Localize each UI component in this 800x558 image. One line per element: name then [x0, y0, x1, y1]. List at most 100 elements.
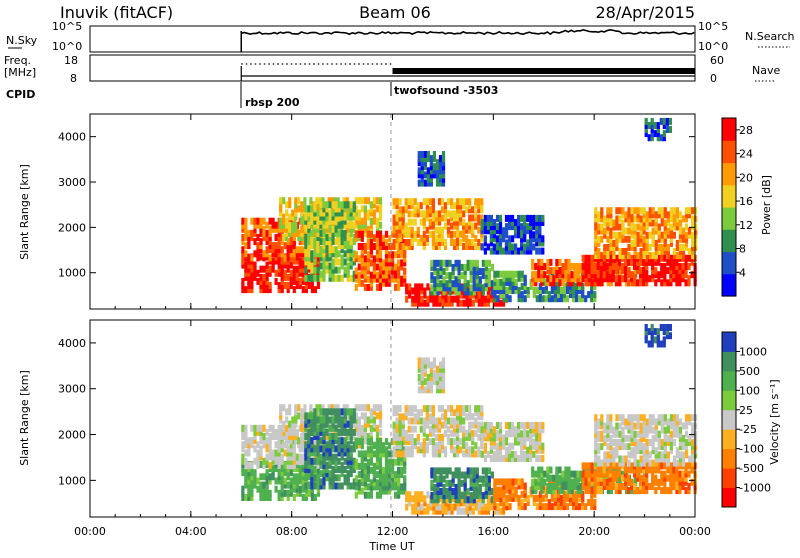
power-cell: [502, 227, 505, 234]
power-cell: [394, 264, 397, 271]
velocity-cell: [481, 451, 484, 458]
power-cell: [452, 280, 455, 287]
velocity-cell: [310, 437, 313, 444]
power-cell: [561, 263, 564, 270]
velocity-cell: [545, 503, 548, 510]
power-cell: [316, 267, 319, 274]
velocity-cell: [496, 443, 499, 450]
power-cell: [282, 234, 285, 241]
nsky-tick-top: 10^5: [52, 20, 82, 33]
velocity-cell: [444, 446, 447, 453]
power-cell: [405, 223, 408, 230]
velocity-cell: [450, 438, 453, 445]
velocity-cell: [405, 405, 408, 412]
power-cell: [618, 207, 621, 214]
velocity-cell: [654, 487, 657, 494]
power-cell: [518, 287, 521, 294]
velocity-cell: [637, 414, 640, 421]
power-cell: [275, 278, 278, 285]
velocity-cell: [344, 474, 347, 481]
power-cell: [694, 215, 697, 222]
velocity-cell: [373, 450, 376, 457]
power-cell: [462, 210, 465, 217]
velocity-cell: [332, 417, 335, 424]
power-cell: [373, 210, 376, 217]
power-cell: [634, 215, 637, 222]
velocity-cell: [461, 480, 464, 487]
power-cell: [285, 210, 288, 217]
velocity-cell: [477, 405, 480, 412]
power-cell: [527, 287, 530, 294]
velocity-cell: [496, 503, 499, 510]
velocity-cell: [285, 425, 288, 432]
velocity-cell: [414, 438, 417, 445]
velocity-cell: [435, 434, 438, 441]
power-cell: [329, 218, 332, 225]
power-cell: [417, 202, 420, 209]
velocity-cell: [441, 413, 444, 420]
power-cell: [445, 260, 448, 267]
velocity-cell: [385, 446, 388, 453]
velocity-cell: [643, 443, 646, 450]
velocity-cell: [509, 478, 512, 485]
velocity-cell: [426, 405, 429, 412]
power-cell: [319, 271, 322, 278]
velocity-cell: [350, 408, 353, 415]
power-cell: [335, 201, 338, 208]
velocity-cell: [430, 467, 433, 474]
power-cell: [654, 122, 657, 129]
power-cell: [673, 232, 676, 239]
velocity-cell: [285, 417, 288, 424]
velocity-cell: [468, 446, 471, 453]
velocity-cell: [582, 483, 585, 490]
power-cell: [597, 224, 600, 231]
power-cell: [423, 231, 426, 238]
power-cell: [485, 260, 488, 267]
velocity-cell: [455, 467, 458, 474]
power-cell: [367, 276, 370, 283]
power-cell: [476, 260, 479, 267]
power-cell: [361, 197, 364, 204]
power-cell: [484, 235, 487, 242]
power-cell: [471, 215, 474, 222]
power-cell: [631, 207, 634, 214]
power-cell: [655, 211, 658, 218]
power-cell: [304, 226, 307, 233]
velocity-cell: [541, 443, 544, 450]
power-cell: [449, 260, 452, 267]
velocity-cell: [385, 438, 388, 445]
colorbar-swatch: [722, 207, 736, 230]
power-cell: [555, 259, 558, 266]
velocity-cell: [335, 454, 338, 461]
velocity-cell: [275, 429, 278, 436]
power-cell: [325, 234, 328, 241]
velocity-cell: [370, 479, 373, 486]
power-cell: [405, 283, 408, 290]
power-cell: [560, 287, 563, 294]
power-cell: [468, 215, 471, 222]
velocity-cell: [429, 413, 432, 420]
velocity-cell: [405, 504, 408, 511]
power-cell: [663, 118, 666, 125]
velocity-cell: [344, 408, 347, 415]
power-cell: [376, 264, 379, 271]
power-cell: [266, 222, 269, 229]
power-cell: [411, 227, 414, 234]
velocity-cell: [370, 467, 373, 474]
power-cell: [287, 274, 290, 281]
velocity-cell: [482, 492, 485, 499]
power-cell: [279, 197, 282, 204]
velocity-cell: [521, 491, 524, 498]
velocity-cell: [338, 458, 341, 465]
velocity-cell: [325, 441, 328, 448]
power-cell: [313, 267, 316, 274]
velocity-cell: [269, 433, 272, 440]
power-cell: [429, 198, 432, 205]
power-cell: [347, 263, 350, 270]
power-cell: [479, 276, 482, 283]
power-cell: [361, 231, 364, 238]
power-cell: [532, 244, 535, 251]
velocity-cell: [447, 434, 450, 441]
power-cell: [438, 210, 441, 217]
nsky-trace: [241, 30, 694, 34]
